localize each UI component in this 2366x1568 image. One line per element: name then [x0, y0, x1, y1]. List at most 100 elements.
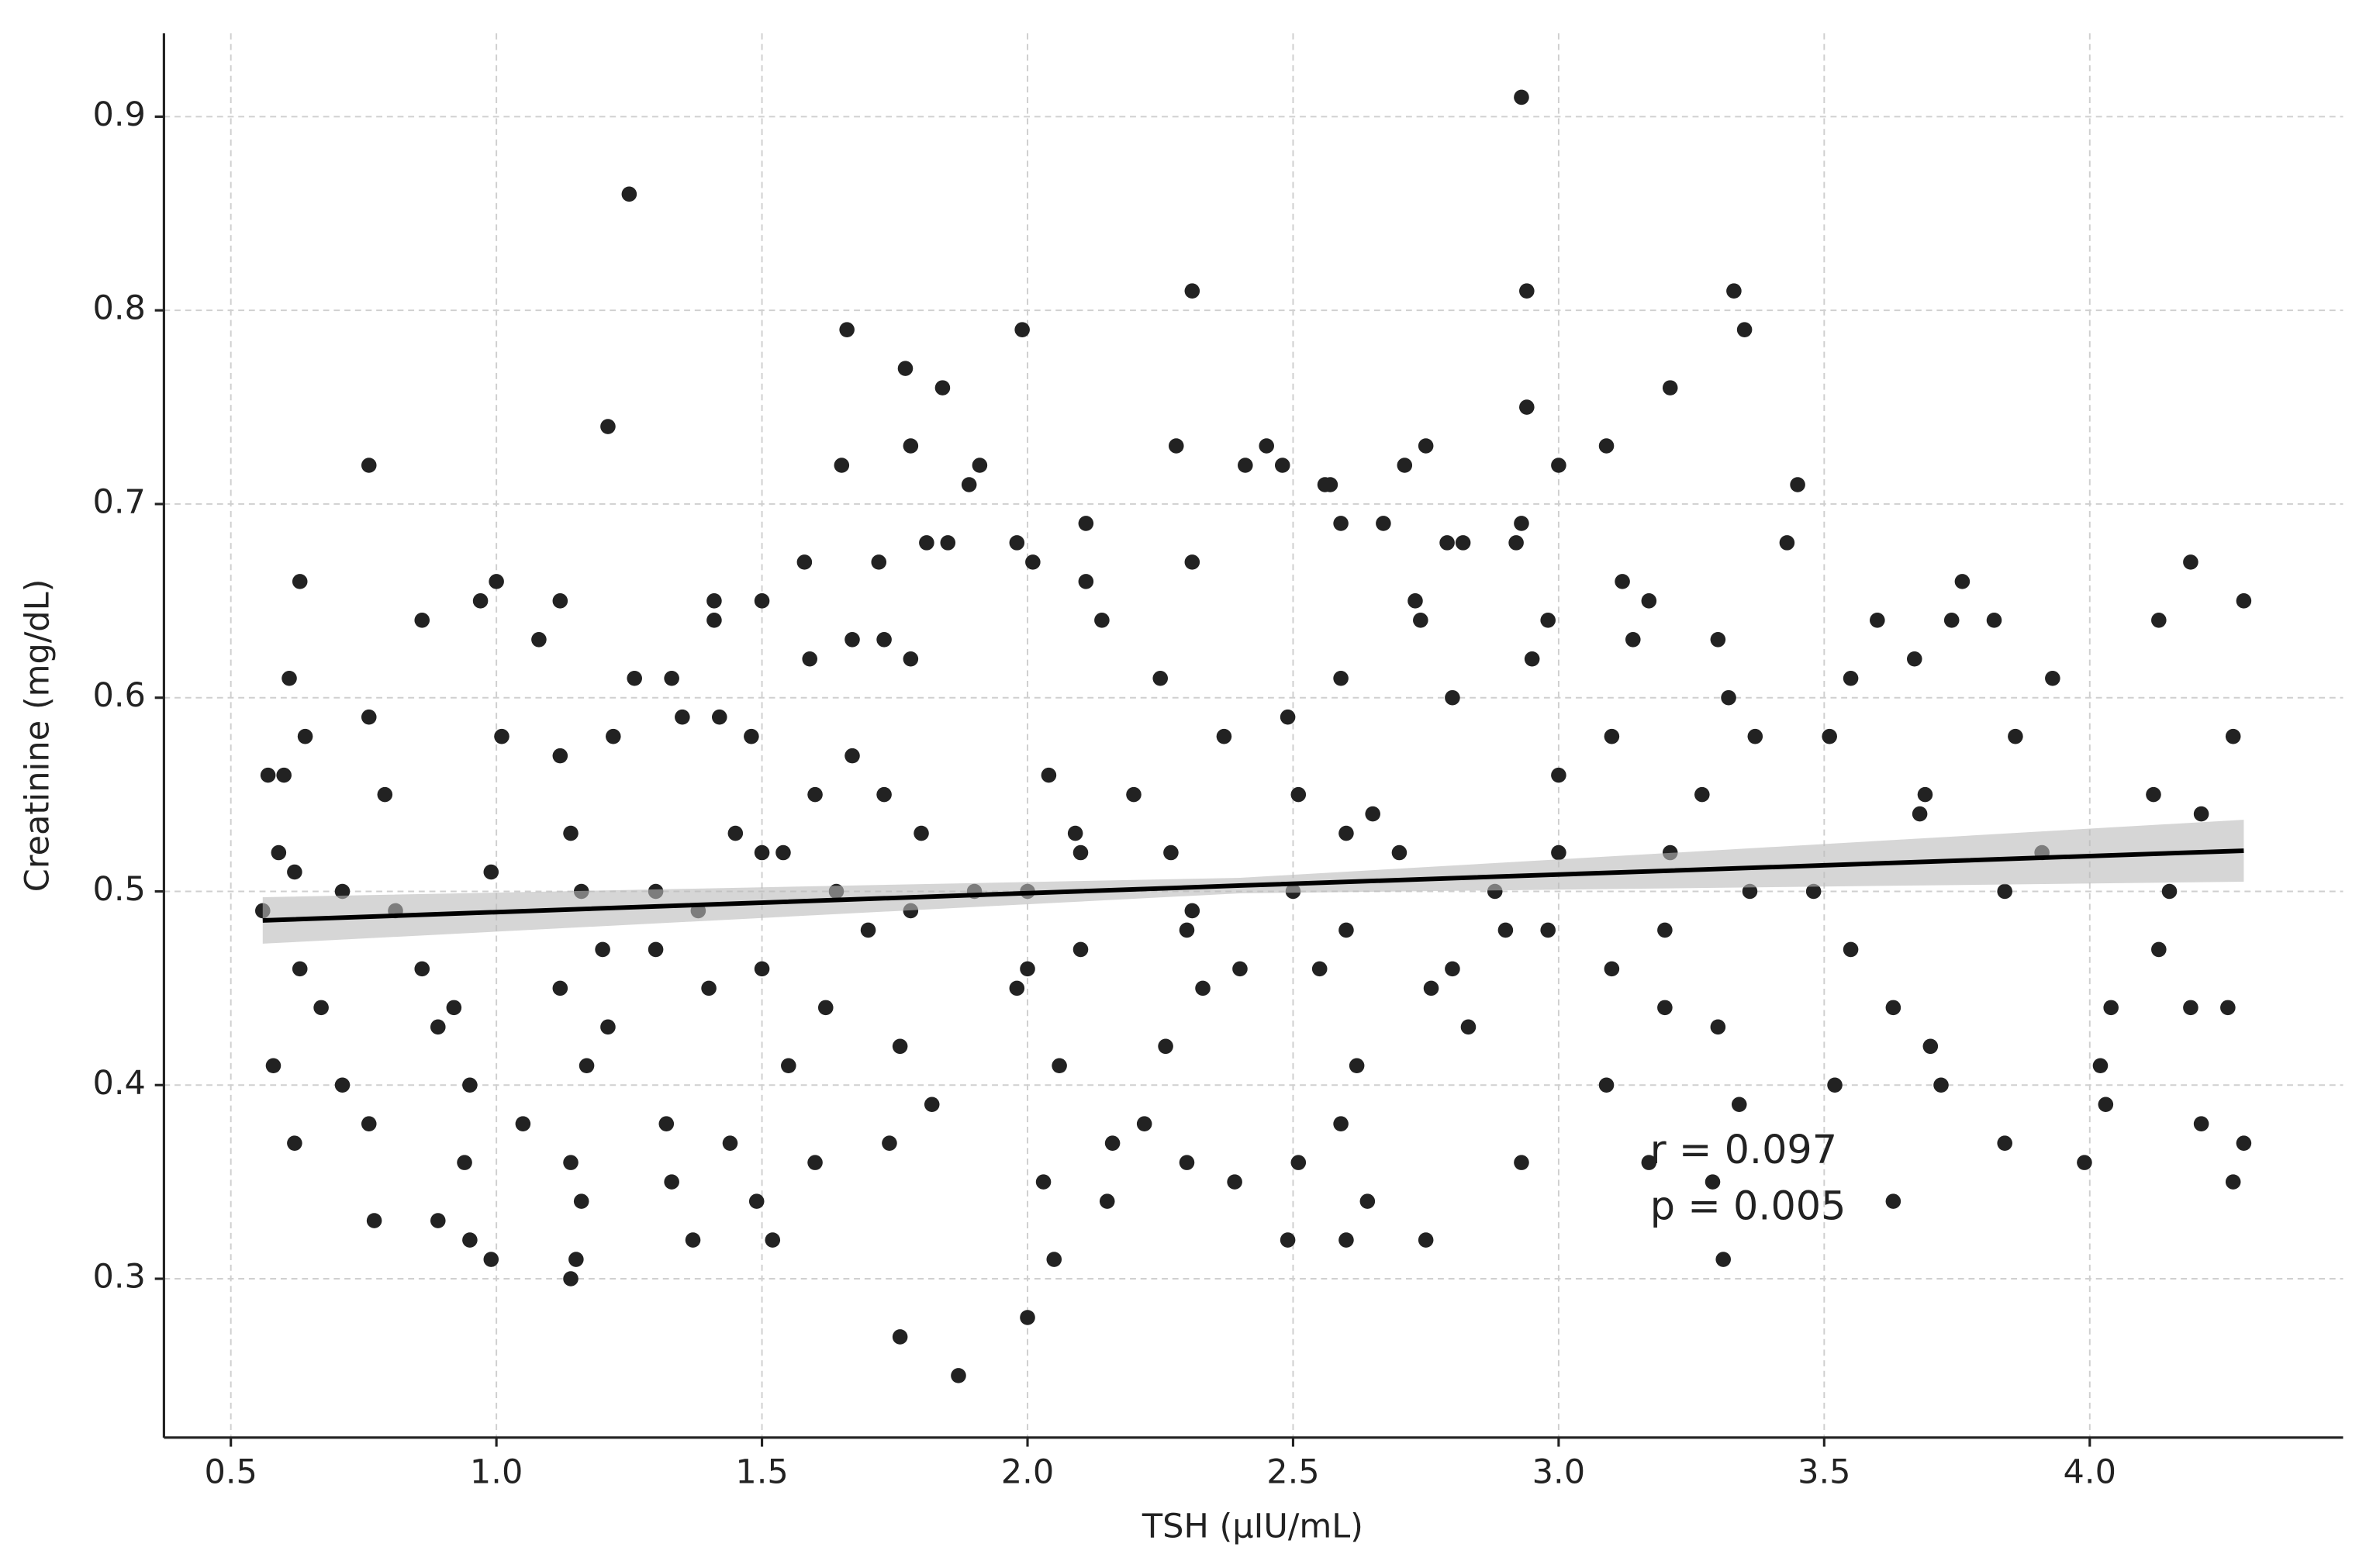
point	[2225, 728, 2241, 744]
point	[1721, 689, 1736, 706]
point	[1641, 593, 1657, 609]
point	[1035, 1174, 1052, 1190]
point	[414, 613, 430, 628]
point	[1232, 961, 1248, 977]
point	[1742, 883, 1758, 900]
point	[1009, 980, 1025, 996]
point	[817, 1000, 834, 1016]
point	[489, 574, 504, 589]
point	[1376, 516, 1391, 531]
point	[606, 728, 621, 744]
point	[1052, 1058, 1067, 1074]
point	[552, 593, 568, 609]
point	[1046, 1252, 1062, 1267]
point	[2092, 1058, 2109, 1074]
point	[892, 1038, 908, 1055]
point	[1885, 1193, 1901, 1209]
point	[1014, 322, 1030, 337]
point	[897, 361, 914, 376]
point	[1551, 458, 1566, 473]
point	[1551, 844, 1566, 861]
point	[807, 786, 823, 803]
annotation: p = 0.005	[1650, 1183, 1846, 1229]
point	[1338, 825, 1354, 841]
point	[903, 438, 919, 454]
point	[1227, 1174, 1242, 1190]
point	[1072, 844, 1089, 861]
point	[748, 1193, 765, 1209]
point	[2183, 554, 2198, 570]
point	[1152, 670, 1169, 686]
point	[1099, 1193, 1115, 1209]
point	[1715, 1252, 1731, 1267]
point	[1333, 670, 1349, 686]
point	[1731, 1097, 1747, 1113]
point	[366, 1213, 382, 1228]
point	[1179, 1155, 1195, 1170]
point	[876, 786, 892, 803]
point	[2161, 883, 2178, 900]
point	[1418, 1232, 1434, 1248]
point	[1933, 1077, 1949, 1093]
point	[1514, 89, 1529, 105]
point	[1280, 1232, 1296, 1248]
point	[1009, 535, 1025, 551]
point	[727, 825, 744, 841]
point	[882, 1135, 897, 1151]
point	[1604, 728, 1620, 744]
point	[1359, 1193, 1376, 1209]
point	[462, 1232, 478, 1248]
confidence-band	[262, 820, 2244, 944]
point	[961, 477, 977, 492]
point	[1710, 632, 1726, 648]
point	[1705, 1174, 1721, 1190]
point	[1179, 922, 1195, 938]
point	[1238, 458, 1253, 473]
point	[361, 1116, 377, 1131]
point	[701, 980, 717, 996]
point	[1391, 844, 1408, 861]
point	[361, 458, 377, 473]
x-tick-label: 2.5	[1266, 1452, 1319, 1491]
point	[892, 1329, 908, 1345]
point	[1641, 1155, 1657, 1170]
point	[1598, 438, 1615, 454]
point	[1598, 1077, 1615, 1093]
point	[1710, 1019, 1726, 1035]
point	[796, 554, 813, 570]
point	[1524, 651, 1540, 667]
point	[1365, 806, 1380, 822]
point	[1158, 1038, 1173, 1055]
point	[1922, 1038, 1939, 1055]
point	[1274, 458, 1290, 473]
point	[2151, 941, 2167, 958]
point	[292, 574, 308, 589]
point	[754, 961, 770, 977]
point	[1338, 922, 1354, 938]
point	[807, 1155, 823, 1170]
point	[903, 651, 919, 667]
point	[446, 1000, 462, 1016]
point	[361, 709, 377, 725]
point	[1870, 613, 1885, 628]
point	[430, 1019, 446, 1035]
point	[924, 1097, 940, 1113]
point	[1163, 844, 1179, 861]
point	[1694, 786, 1710, 803]
point	[595, 941, 610, 958]
point	[621, 186, 637, 202]
point	[1290, 786, 1307, 803]
point	[1445, 689, 1460, 706]
point	[914, 825, 929, 841]
point	[675, 709, 690, 725]
point	[834, 458, 850, 473]
point	[563, 1271, 579, 1287]
point	[568, 1252, 584, 1267]
point	[1259, 438, 1274, 454]
point	[1997, 1135, 2012, 1151]
point	[972, 458, 988, 473]
point	[2183, 1000, 2198, 1016]
point	[1514, 1155, 1529, 1170]
point	[1408, 593, 1423, 609]
